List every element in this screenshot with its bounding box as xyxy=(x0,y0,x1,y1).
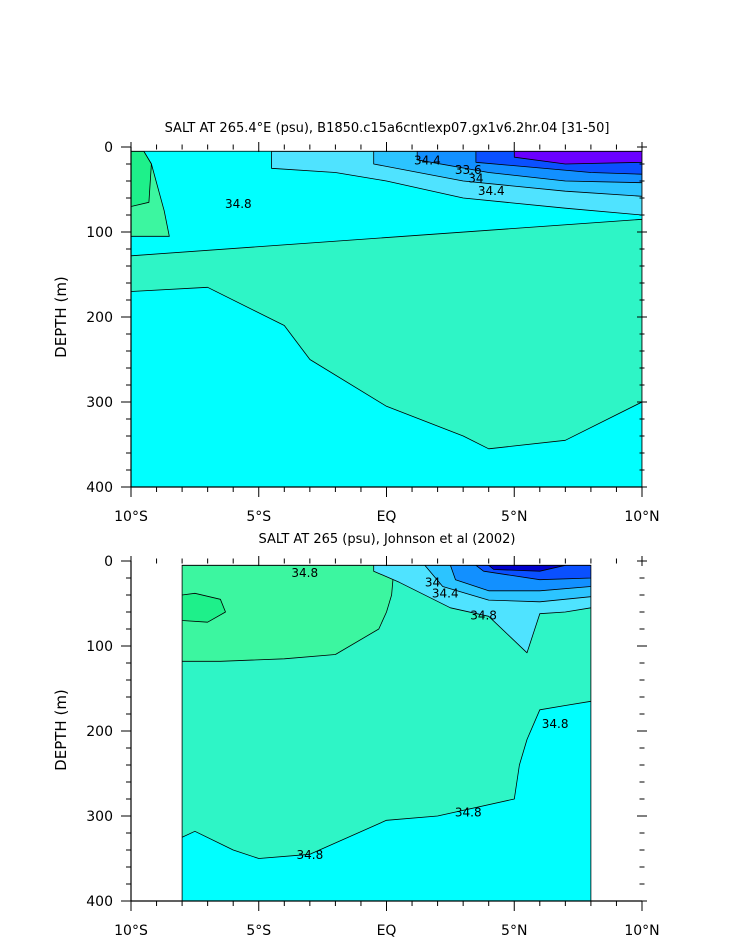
y-tick-label: 300 xyxy=(86,395,113,411)
contour-label: 34.4 xyxy=(414,154,441,168)
x-tick-label: EQ xyxy=(377,923,397,939)
salinity-field xyxy=(131,151,642,487)
y-tick-label: 0 xyxy=(104,554,113,570)
contour-label: 34.8 xyxy=(296,848,323,862)
x-tick-label: 10°S xyxy=(114,923,148,939)
chart-title: SALT AT 265 (psu), Johnson et al (2002) xyxy=(258,532,515,547)
x-tick-label: 10°S xyxy=(114,509,148,525)
y-axis-label: DEPTH (m) xyxy=(52,689,70,771)
y-tick-label: 200 xyxy=(86,310,113,326)
x-tick-label: 5°S xyxy=(246,923,271,939)
chart-title: SALT AT 265.4°E (psu), B1850.c15a6cntlex… xyxy=(165,121,610,136)
bottom-salinity-chart: SALT AT 265 (psu), Johnson et al (2002) … xyxy=(52,532,660,939)
y-tick-label: 0 xyxy=(104,140,113,156)
top-salinity-chart: SALT AT 265.4°E (psu), B1850.c15a6cntlex… xyxy=(52,121,660,525)
contour-label: 34.8 xyxy=(542,717,569,731)
salinity-field xyxy=(182,565,591,901)
x-tick-label: EQ xyxy=(377,509,397,525)
x-tick-label: 5°N xyxy=(501,509,527,525)
y-tick-label: 300 xyxy=(86,809,113,825)
contour-label: 34.8 xyxy=(225,197,252,211)
contour-label: 34.8 xyxy=(291,566,318,580)
contour-label: 34.8 xyxy=(470,608,497,622)
y-tick-label: 100 xyxy=(86,225,113,241)
salinity-region-3 xyxy=(131,151,152,207)
salinity-region-1 xyxy=(182,565,395,662)
x-tick-label: 5°S xyxy=(246,509,271,525)
contour-label: 34 xyxy=(468,171,483,185)
y-tick-label: 200 xyxy=(86,724,113,740)
x-tick-label: 10°N xyxy=(624,923,659,939)
salinity-region-1 xyxy=(131,286,642,487)
y-tick-label: 400 xyxy=(86,894,113,910)
contour-label: 34 xyxy=(425,575,440,589)
contour-label: 34.8 xyxy=(455,806,482,820)
y-tick-label: 100 xyxy=(86,639,113,655)
contour-label: 34.4 xyxy=(478,184,505,198)
contour-label: 33.6 xyxy=(455,163,482,177)
y-tick-label: 400 xyxy=(86,480,113,496)
x-tick-label: 10°N xyxy=(624,509,659,525)
salinity-region-2 xyxy=(182,592,226,623)
x-tick-label: 5°N xyxy=(501,923,527,939)
y-axis-label: DEPTH (m) xyxy=(52,276,70,358)
salinity-region-0 xyxy=(182,700,591,901)
contour-label: 34.4 xyxy=(432,586,459,600)
